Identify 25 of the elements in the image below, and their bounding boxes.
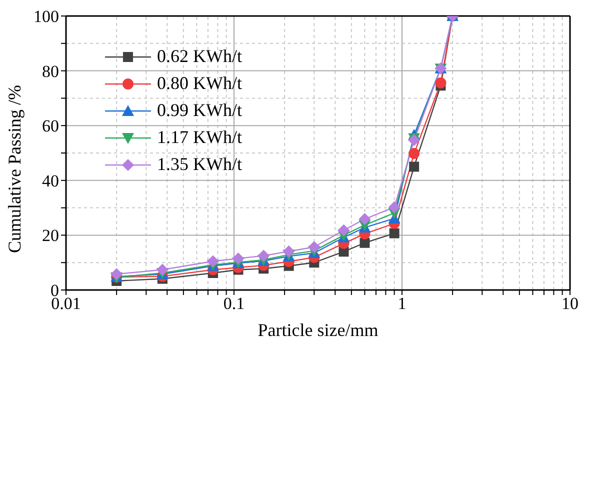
point bbox=[435, 77, 446, 88]
point bbox=[282, 245, 295, 258]
y-tick-label: 80 bbox=[42, 62, 59, 81]
y-tick-label: 100 bbox=[34, 7, 59, 26]
point bbox=[358, 213, 371, 226]
y-tick-label: 40 bbox=[42, 171, 59, 190]
point bbox=[409, 162, 420, 172]
legend-label: 0.99 KWh/t bbox=[157, 100, 242, 121]
point bbox=[408, 148, 420, 160]
point bbox=[258, 250, 270, 262]
x-tick-label: 10 bbox=[562, 294, 578, 314]
point bbox=[207, 255, 220, 268]
x-tick-label: 1 bbox=[398, 294, 406, 314]
x-tick-label: 0.1 bbox=[223, 294, 245, 314]
legend-label: 1.17 KWh/t bbox=[157, 127, 242, 148]
legend-label: 0.62 KWh/t bbox=[157, 46, 242, 67]
y-tick-label: 20 bbox=[42, 226, 59, 246]
point bbox=[232, 252, 244, 264]
x-axis-title: Particle size/mm bbox=[258, 320, 378, 340]
point bbox=[308, 240, 320, 253]
point bbox=[360, 238, 370, 248]
y-tick-label: 60 bbox=[42, 116, 59, 136]
legend-label: 1.35 KWh/t bbox=[157, 154, 242, 175]
y-axis-title: Cumulative Passing /% bbox=[4, 85, 24, 253]
legend-label: 0.80 KWh/t bbox=[157, 73, 242, 94]
